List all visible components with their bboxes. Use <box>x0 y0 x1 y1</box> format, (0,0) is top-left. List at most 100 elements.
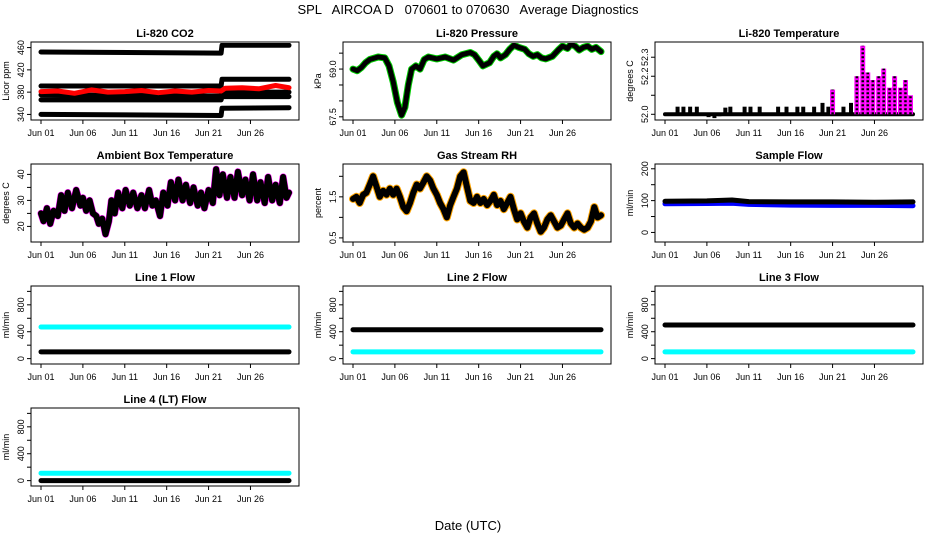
plot-frame <box>342 41 612 121</box>
x-tick-label: Jun 21 <box>507 372 534 382</box>
chart-title: Line 4 (LT) Flow <box>124 394 207 406</box>
plot-frame <box>342 163 612 243</box>
plot-frame <box>30 41 300 121</box>
x-tick-label: Jun 21 <box>819 372 846 382</box>
y-tick-label: 100 <box>640 193 650 208</box>
x-tick-label: Jun 06 <box>381 372 408 382</box>
y-tick-label: 0 <box>16 478 26 483</box>
plot-area <box>350 327 604 355</box>
x-tick-label: Jun 11 <box>736 372 762 382</box>
x-tick-label: Jun 16 <box>465 250 492 260</box>
chart-title: Line 1 Flow <box>135 272 195 284</box>
y-tick-label: 52.2 <box>640 67 650 85</box>
x-tick-label: Jun 01 <box>651 250 678 260</box>
x-tick-label: Jun 26 <box>861 250 888 260</box>
y-tick-label: 800 <box>16 297 26 312</box>
y-axis-label: degrees C <box>625 60 635 102</box>
y-tick-label: 460 <box>16 40 26 55</box>
chart-title: Li-820 CO2 <box>136 28 193 40</box>
data-series <box>662 197 916 205</box>
x-tick-label: Jun 06 <box>693 250 720 260</box>
x-tick-label: Jun 21 <box>195 494 222 504</box>
data-series <box>38 166 292 238</box>
y-tick-label: 0 <box>16 356 26 361</box>
data-series <box>38 83 292 96</box>
x-tick-label: Jun 06 <box>69 494 96 504</box>
data-series <box>38 89 292 99</box>
x-tick-label: Jun 11 <box>424 250 450 260</box>
y-tick-label: 52.3 <box>640 48 650 66</box>
x-tick-label: Jun 16 <box>777 250 804 260</box>
chart-title: Line 2 Flow <box>447 272 507 284</box>
y-tick-label: 200 <box>640 161 650 176</box>
y-tick-label: 400 <box>16 446 26 461</box>
plot-frame <box>30 163 300 243</box>
plot-area <box>662 322 916 355</box>
chart-title: Li-820 Pressure <box>436 28 518 40</box>
plot-frame <box>654 285 924 365</box>
y-tick-label: 400 <box>16 324 26 339</box>
x-tick-label: Jun 01 <box>27 128 54 138</box>
data-series <box>38 105 292 118</box>
x-tick-label: Jun 26 <box>237 494 264 504</box>
x-tick-label: Jun 01 <box>27 494 54 504</box>
x-tick-label: Jun 16 <box>465 372 492 382</box>
x-tick-label: Jun 26 <box>549 250 576 260</box>
plot-frame <box>654 163 924 243</box>
x-tick-label: Jun 06 <box>69 128 96 138</box>
x-tick-label: Jun 06 <box>381 250 408 260</box>
y-tick-label: 40 <box>16 169 26 179</box>
x-tick-label: Jun 21 <box>819 250 846 260</box>
y-tick-label: 30 <box>16 195 26 205</box>
x-tick-label: Jun 01 <box>27 372 54 382</box>
plot-frame <box>30 285 300 365</box>
x-tick-label: Jun 11 <box>112 250 138 260</box>
x-tick-label: Jun 21 <box>507 128 534 138</box>
x-tick-label: Jun 11 <box>424 128 450 138</box>
y-axis-label: ml/min <box>625 312 635 339</box>
data-series <box>350 169 604 235</box>
x-tick-label: Jun 26 <box>861 372 888 382</box>
y-tick-label: 400 <box>640 324 650 339</box>
chart-panel-8: Line 2 Flow ml/min Jun 01 Jun 06 Jun 11 Jun 1… <box>313 272 612 382</box>
chart-panel-9: Line 3 Flow ml/min Jun 01 Jun 06 Jun 11 Jun 1… <box>625 272 924 382</box>
y-tick-label: 380 <box>16 85 26 100</box>
plot-area <box>38 43 292 118</box>
data-series <box>662 200 916 209</box>
plot-frame <box>30 407 300 487</box>
x-tick-label: Jun 16 <box>777 372 804 382</box>
y-tick-label: 0 <box>328 356 338 361</box>
x-tick-label: Jun 01 <box>339 250 366 260</box>
x-tick-label: Jun 11 <box>112 494 138 504</box>
chart-panel-1: Li-820 CO2 Licor ppm Jun 01 Jun 06 Jun 11 Jun… <box>1 28 300 138</box>
chart-panel-7: Line 1 Flow ml/min Jun 01 Jun 06 Jun 11 Jun 1… <box>1 272 300 382</box>
y-tick-label: 20 <box>16 221 26 231</box>
data-series <box>38 76 292 89</box>
plot-frame <box>654 41 924 121</box>
x-tick-label: Jun 26 <box>861 128 888 138</box>
x-tick-label: Jun 16 <box>153 128 180 138</box>
y-axis-label: ml/min <box>313 312 323 339</box>
chart-title: Sample Flow <box>755 150 823 162</box>
x-tick-label: Jun 21 <box>195 250 222 260</box>
chart-title: Line 3 Flow <box>759 272 819 284</box>
x-tick-label: Jun 11 <box>112 128 138 138</box>
y-axis-label: ml/min <box>1 434 11 461</box>
y-tick-label: 340 <box>16 107 26 122</box>
x-tick-label: Jun 26 <box>237 250 264 260</box>
x-tick-label: Jun 21 <box>195 372 222 382</box>
data-series <box>38 43 292 56</box>
x-tick-label: Jun 16 <box>153 372 180 382</box>
plot-area <box>662 197 916 209</box>
chart-title: Ambient Box Temperature <box>97 150 234 162</box>
x-tick-label: Jun 26 <box>237 372 264 382</box>
x-tick-label: Jun 16 <box>777 128 804 138</box>
page-title: SPL AIRCOA D 070601 to 070630 Average Di… <box>297 2 639 17</box>
data-series <box>350 43 604 118</box>
plot-area <box>38 324 292 355</box>
x-tick-label: Jun 06 <box>693 372 720 382</box>
x-tick-label: Jun 11 <box>112 372 138 382</box>
x-tick-label: Jun 21 <box>195 128 222 138</box>
x-tick-label: Jun 06 <box>381 128 408 138</box>
y-tick-label: 1.5 <box>328 191 338 204</box>
